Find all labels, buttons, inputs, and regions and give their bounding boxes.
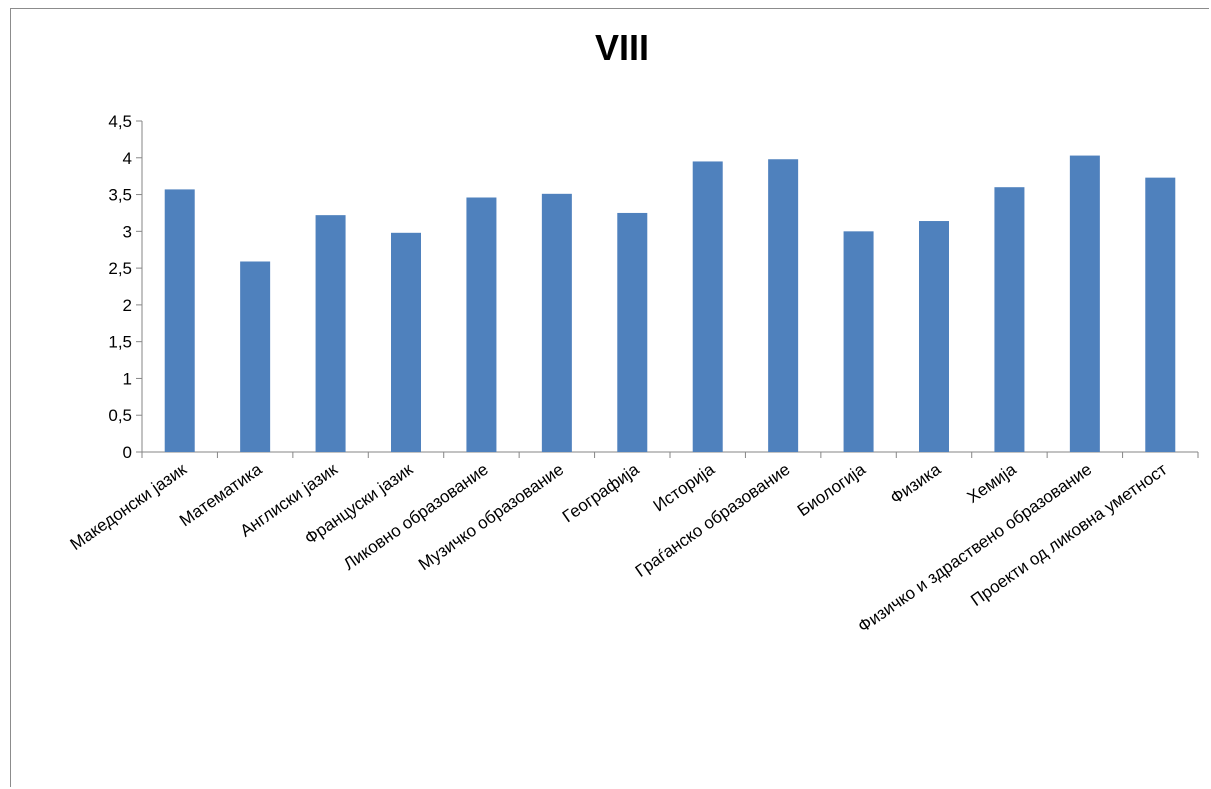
bars (164, 155, 1176, 453)
bar (994, 187, 1025, 452)
bar (541, 193, 572, 452)
y-tick-label: 3,5 (108, 186, 132, 205)
bar (919, 221, 949, 452)
y-tick-label: 0,5 (108, 406, 132, 425)
y-tick-label: 4,5 (108, 112, 132, 131)
x-category-label: Македонски јазик (67, 459, 191, 554)
y-tick-label: 1,5 (108, 333, 132, 352)
y-tick-label: 0 (123, 443, 132, 462)
axes: 0 0,5 1 1,5 2 2,5 3 3,5 4 4,5 (108, 112, 1199, 462)
bar (692, 161, 723, 452)
x-category-label: Ликовно образование (340, 460, 492, 574)
bar (1145, 177, 1176, 453)
y-tick-label: 4 (123, 149, 132, 168)
y-tick-label: 2,5 (108, 259, 132, 278)
bar (391, 232, 421, 452)
bar (164, 189, 195, 452)
x-category-label: Географија (559, 459, 643, 526)
bar (466, 197, 497, 452)
x-category-label: Музичко образование (415, 460, 567, 574)
x-category-label: Историја (650, 459, 719, 515)
bar (843, 231, 874, 452)
bar (1069, 155, 1100, 452)
bar (240, 261, 271, 452)
chart-title: VIII (595, 27, 649, 68)
bar (617, 212, 648, 452)
y-tick-label: 1 (123, 369, 132, 388)
y-tick-label: 2 (123, 296, 132, 315)
x-category-label: Физика (887, 459, 945, 508)
bar (768, 159, 799, 452)
x-category-label: Хемија (964, 459, 1021, 507)
x-category-label: Биологија (794, 459, 869, 520)
bar (315, 215, 346, 452)
y-tick-label: 3 (123, 222, 132, 241)
